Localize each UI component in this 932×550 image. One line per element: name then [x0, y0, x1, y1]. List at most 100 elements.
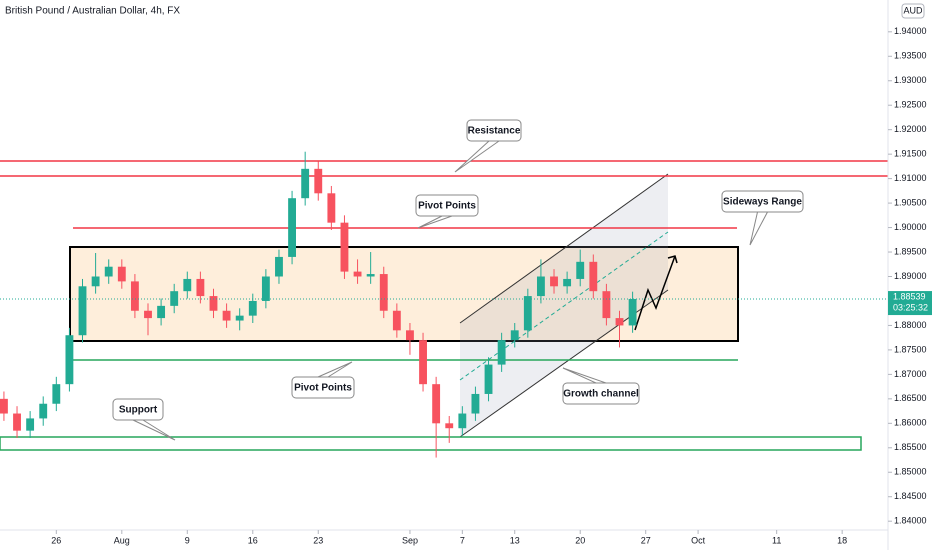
last-price: 1.88539: [893, 291, 926, 301]
candle-body: [419, 340, 427, 385]
candle-body: [26, 418, 35, 431]
callout-label: Support: [119, 405, 158, 416]
candle-body: [497, 340, 506, 365]
candle-body: [536, 276, 545, 297]
candle-body: [432, 384, 441, 424]
y-tick-label: 1.91500: [894, 149, 927, 159]
candle-body: [615, 318, 624, 326]
candle-body: [170, 291, 179, 306]
x-tick-label: 20: [575, 535, 585, 545]
candle-body: [235, 315, 244, 321]
callout-label: Sideways Range: [723, 197, 802, 208]
callout-pointer: [417, 215, 453, 229]
candle-body: [52, 384, 61, 404]
chart-title: British Pound / Australian Dollar, 4h, F…: [5, 6, 180, 17]
callout-box: [291, 376, 355, 399]
callout-pointer: [317, 361, 353, 378]
callout-pointer: [132, 419, 176, 441]
y-tick-label: 1.88000: [894, 320, 927, 330]
candle-body: [340, 222, 349, 272]
candle-body: [576, 261, 585, 279]
callout: Growth channel: [562, 367, 640, 405]
y-tick-label: 1.90000: [894, 222, 927, 232]
candle-body: [157, 305, 166, 319]
candle-body: [314, 168, 323, 194]
candle-body: [366, 274, 375, 277]
x-tick-label: 27: [641, 535, 651, 545]
x-tick-label: Sep: [402, 535, 418, 545]
candle-body: [130, 281, 139, 311]
y-tick-label: 1.91000: [894, 173, 927, 183]
candle-body: [589, 261, 598, 292]
candle-body: [261, 276, 270, 301]
callout: Support: [112, 398, 176, 441]
candle-body: [406, 330, 414, 341]
candle-body: [78, 286, 87, 336]
y-tick-label: 1.89000: [894, 271, 927, 281]
callout-box: [466, 119, 522, 142]
y-tick-label: 1.92000: [894, 124, 927, 134]
callout-pointer: [749, 211, 768, 246]
callout-label: Pivot Points: [294, 383, 352, 394]
y-tick-label: 1.93000: [894, 75, 927, 85]
range-box: [69, 246, 739, 342]
candles: [0, 151, 637, 458]
drawings: [0, 160, 888, 451]
channel-mid: [459, 231, 669, 381]
x-tick-label: Oct: [691, 535, 706, 545]
callout: Resistance: [454, 119, 522, 173]
candle-body: [392, 310, 401, 331]
x-tick-label: 7: [460, 535, 465, 545]
candle-body: [301, 168, 310, 199]
y-tick-label: 1.85000: [894, 467, 927, 477]
x-tick-label: 13: [510, 535, 520, 545]
last-price-badge: [888, 291, 932, 316]
candle-body: [222, 310, 231, 321]
callout-pointer: [562, 367, 607, 384]
y-tick-label: 1.84500: [894, 491, 927, 501]
x-tick-label: 23: [313, 535, 323, 545]
candle-body: [353, 271, 362, 277]
candle-body: [275, 256, 283, 277]
y-tick-label: 1.87000: [894, 369, 927, 379]
candle-body: [13, 413, 21, 431]
candle-body: [39, 403, 48, 419]
candle-body: [550, 276, 558, 287]
y-tick-label: 1.86500: [894, 393, 927, 403]
candle-body: [602, 291, 611, 319]
candle-body: [471, 393, 480, 414]
arrow-head: [667, 255, 678, 264]
candle-body: [327, 193, 336, 223]
y-tick-label: 1.86000: [894, 418, 927, 428]
candle-body: [510, 330, 519, 341]
support-box: [0, 436, 862, 451]
candle-body: [288, 198, 296, 257]
countdown: 03:25:32: [893, 302, 928, 312]
candle-body: [196, 278, 205, 297]
callout: Pivot Points: [415, 194, 479, 229]
x-tick-label: 26: [51, 535, 61, 545]
candle-body: [209, 296, 218, 311]
x-tick-label: 16: [248, 535, 258, 545]
currency: AUD: [903, 5, 923, 15]
candle-body: [523, 296, 532, 331]
callout-box: [562, 382, 640, 405]
x-tick-label: Aug: [114, 535, 130, 545]
channel-upper: [459, 173, 669, 324]
callout: Pivot Points: [291, 361, 355, 399]
x-tick-label: 9: [185, 535, 190, 545]
x-tick-label: 11: [772, 535, 781, 545]
callout-box: [112, 398, 164, 421]
candle-body: [183, 278, 192, 292]
candle-body: [379, 274, 388, 311]
callout-box: [415, 194, 479, 217]
candle-body: [563, 278, 572, 287]
callout-label: Resistance: [468, 126, 521, 137]
candle-body: [65, 335, 74, 385]
candle-body: [248, 300, 257, 316]
callout-label: Pivot Points: [418, 201, 476, 212]
y-tick-label: 1.94000: [894, 26, 927, 36]
callout: Sideways Range: [721, 190, 804, 246]
y-tick-label: 1.93500: [894, 51, 927, 61]
candle-body: [458, 413, 467, 429]
